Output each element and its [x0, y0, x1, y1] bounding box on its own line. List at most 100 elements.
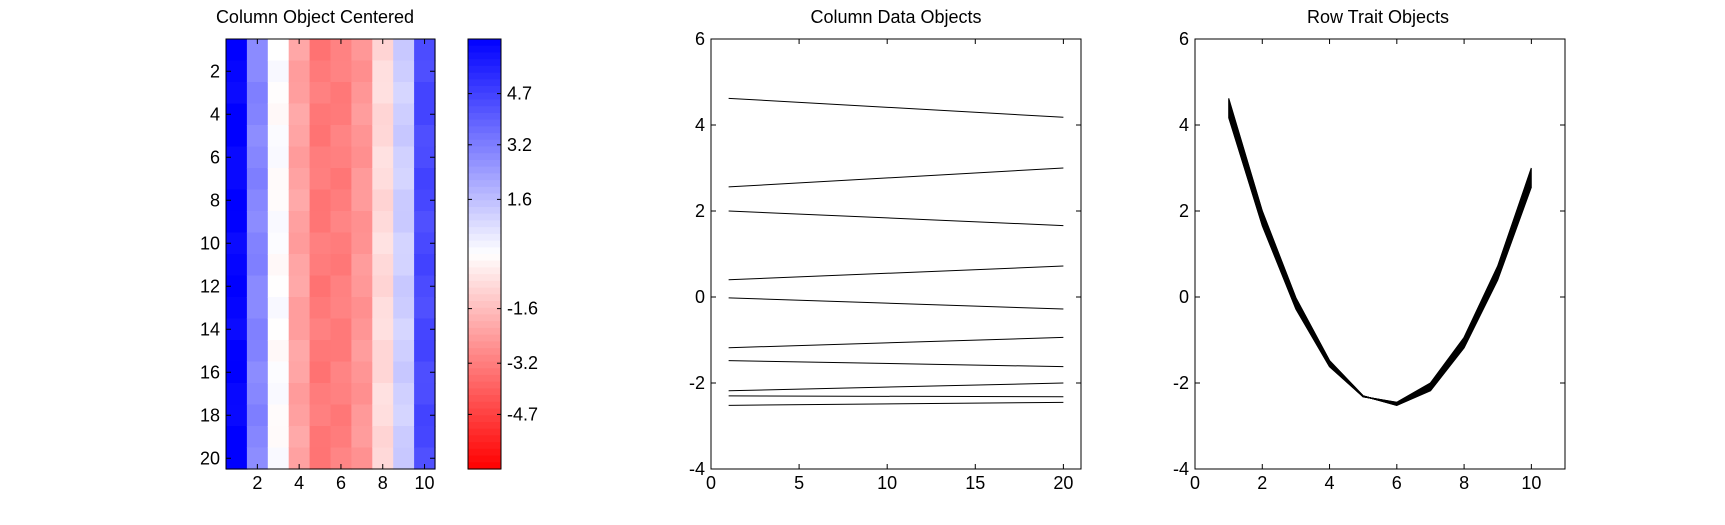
- heatmap-cell: [330, 275, 352, 298]
- heatmap-cell: [309, 340, 332, 363]
- heatmap-cell: [393, 146, 415, 169]
- heatmap-cell: [330, 39, 352, 62]
- series-line: [1228, 117, 1532, 403]
- heatmap-cell: [414, 232, 436, 255]
- heatmap-cell: [372, 340, 394, 363]
- heatmap-cell: [351, 232, 373, 255]
- heatmap-cell: [288, 168, 311, 191]
- colorbar-swatch: [468, 119, 501, 127]
- heatmap-cell: [246, 297, 269, 320]
- series-line: [728, 336, 1064, 349]
- heatmap-cell: [330, 318, 352, 341]
- heatmap-cell: [288, 404, 311, 427]
- heatmap-cell: [267, 189, 290, 212]
- heatmap-cell: [267, 254, 290, 277]
- heatmap-cell: [414, 361, 436, 384]
- colorbar-swatch: [468, 159, 501, 168]
- heatmap-cell: [226, 447, 248, 470]
- heatmap-cell: [414, 340, 436, 363]
- colorbar-swatch: [468, 247, 501, 255]
- y-tick-label: 10: [200, 233, 220, 253]
- heatmap-cell: [393, 168, 415, 191]
- heatmap-cell: [330, 297, 352, 320]
- heatmap-cell: [288, 254, 311, 277]
- heatmap-cell: [393, 318, 415, 341]
- y-tick-label: -2: [689, 373, 705, 393]
- heatmap-cell: [288, 232, 311, 255]
- heatmap-cell: [309, 211, 332, 234]
- row-trait-panel: Row Trait Objects 0 2 4 6 8 10 -4 -2 0 2 4 6: [1173, 7, 1566, 493]
- heatmap-cell: [414, 60, 436, 83]
- y-tick-label: 4: [1179, 115, 1189, 135]
- heatmap-cell: [226, 318, 248, 341]
- heatmap-cell: [351, 297, 373, 320]
- heatmap-cell: [309, 426, 332, 449]
- heatmap-cell: [267, 125, 290, 148]
- heatmap-cell: [309, 361, 332, 384]
- y-tick-label: 18: [200, 405, 220, 425]
- column-data-axes-box: [710, 38, 1082, 470]
- heatmap-cell: [288, 39, 311, 62]
- x-tick-label: 6: [1392, 473, 1402, 493]
- y-tick-label: 2: [1179, 201, 1189, 221]
- heatmap-cell: [267, 103, 290, 126]
- heatmap-cell: [267, 297, 290, 320]
- x-tick-label: 2: [252, 473, 262, 493]
- series-line: [728, 395, 1064, 398]
- colorbar-swatch: [468, 428, 501, 437]
- series-line: [728, 97, 1064, 118]
- heatmap-cell: [414, 297, 436, 320]
- colorbar-swatch: [468, 153, 501, 161]
- series-line: [728, 401, 1064, 406]
- colorbar: [468, 39, 501, 470]
- heatmap-cell: [288, 146, 311, 169]
- colorbar-swatch: [468, 79, 501, 87]
- heatmap-cell: [372, 361, 394, 384]
- column-data-lines: [728, 97, 1064, 406]
- colorbar-swatch: [468, 314, 501, 322]
- y-tick-label: 8: [210, 190, 220, 210]
- colorbar-swatch: [468, 415, 501, 423]
- colorbar-swatch: [468, 267, 501, 275]
- colorbar-swatch: [468, 307, 501, 316]
- heatmap-cell: [246, 426, 269, 449]
- colorbar-tick-label: 3.2: [507, 135, 532, 155]
- heatmap-cell: [246, 383, 269, 406]
- heatmap-cell: [226, 146, 248, 169]
- colorbar-swatch: [468, 462, 501, 470]
- x-tick-label: 8: [378, 473, 388, 493]
- colorbar-swatch: [468, 126, 501, 134]
- heatmap-cell: [393, 211, 415, 234]
- heatmap-cell: [393, 60, 415, 83]
- colorbar-swatch: [468, 173, 501, 181]
- heatmap-cell: [309, 447, 332, 470]
- heatmap-cell: [267, 146, 290, 169]
- heatmap-cell: [414, 426, 436, 449]
- heatmap-cell: [226, 103, 248, 126]
- heatmap-cell: [393, 297, 415, 320]
- series-line: [728, 360, 1064, 368]
- heatmap-cell: [330, 146, 352, 169]
- series-line: [728, 297, 1064, 310]
- heatmap-cell: [267, 39, 290, 62]
- y-tick-label: 6: [210, 147, 220, 167]
- heatmap-cell: [309, 103, 332, 126]
- colorbar-swatch: [468, 395, 501, 403]
- column-data-y-ticks: -4 -2 0 2 4 6: [689, 29, 1081, 479]
- heatmap-cell: [288, 60, 311, 83]
- heatmap-cell: [288, 189, 311, 212]
- colorbar-swatch: [468, 442, 501, 450]
- y-tick-label: 2: [210, 61, 220, 81]
- colorbar-swatch: [468, 388, 501, 396]
- heatmap-cell: [226, 361, 248, 384]
- colorbar-swatch: [468, 260, 501, 269]
- heatmap-cell: [372, 211, 394, 234]
- heatmap-y-ticks: 2 4 6 8 10 12 14 16 18 20: [200, 61, 435, 468]
- y-tick-label: 14: [200, 319, 220, 339]
- heatmap-cell: [414, 82, 436, 105]
- heatmap-cell: [267, 82, 290, 105]
- heatmap-cell: [226, 275, 248, 298]
- heatmap-cell: [226, 254, 248, 277]
- heatmap-cell: [351, 340, 373, 363]
- heatmap-cell: [414, 211, 436, 234]
